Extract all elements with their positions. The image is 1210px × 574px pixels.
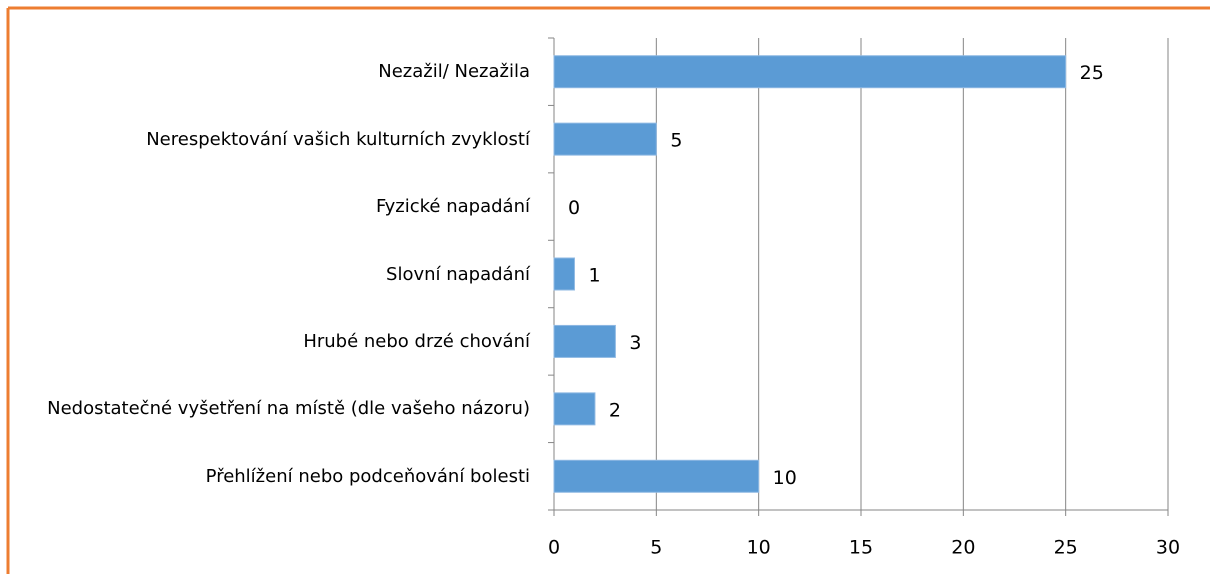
data-label: 1 [588, 265, 600, 287]
y-tick-label: Přehlížení nebo podceňování bolesti [20, 436, 530, 516]
x-tick-label: 5 [650, 537, 662, 559]
y-tick-label: Slovní napadání [20, 234, 530, 314]
bar [553, 324, 616, 358]
data-label: 3 [629, 332, 641, 354]
category-text: Hrubé nebo drzé chování [303, 330, 530, 352]
data-label: 25 [1080, 62, 1104, 84]
data-label: 5 [670, 130, 682, 152]
x-tick-label: 0 [548, 537, 560, 559]
category-text: Nezažil/ Nezažila [378, 61, 530, 83]
x-tick-label: 25 [1054, 537, 1078, 559]
bar [553, 392, 596, 426]
bar [553, 55, 1067, 89]
y-tick-label: Nerespektování vašich kulturních zvyklos… [20, 99, 530, 179]
data-label: 10 [773, 467, 797, 489]
x-tick-label: 30 [1156, 537, 1180, 559]
x-tick-label: 15 [849, 537, 873, 559]
bar [553, 257, 575, 291]
category-text: Fyzické napadání [375, 196, 530, 218]
y-tick-label: Fyzické napadání [20, 167, 530, 247]
x-tick-label: 10 [747, 537, 771, 559]
data-label: 0 [568, 197, 580, 219]
category-text: Slovní napadání [386, 263, 530, 285]
y-tick-label: Hrubé nebo drzé chování [20, 301, 530, 381]
category-text: Přehlížení nebo podceňování bolesti [205, 465, 530, 487]
x-tick-label: 20 [951, 537, 975, 559]
bar [553, 459, 760, 493]
y-tick-label: Nedostatečné vyšetření na místě (dle vaš… [20, 369, 530, 449]
data-label: 2 [609, 399, 621, 421]
category-text: Nedostatečné vyšetření na místě (dle vaš… [47, 398, 530, 420]
bar [553, 122, 657, 156]
y-tick-label: Nezažil/ Nezažila [20, 32, 530, 112]
category-text: Nerespektování vašich kulturních zvyklos… [146, 128, 530, 150]
